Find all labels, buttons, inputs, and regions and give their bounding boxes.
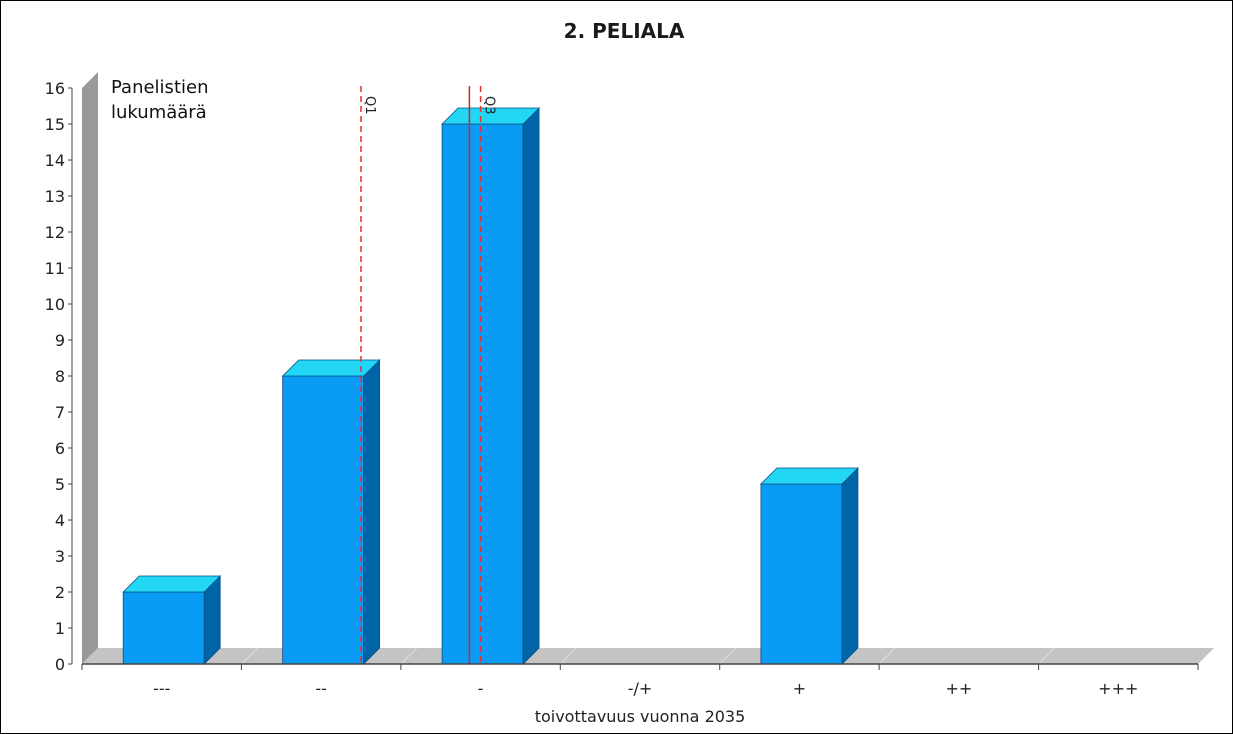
y-tick-label: 4 (55, 511, 65, 530)
y-tick-label: 3 (55, 547, 65, 566)
x-tick-label: -/+ (628, 679, 653, 698)
x-tick-label: --- (153, 679, 170, 698)
x-tick-label: - (478, 679, 484, 698)
bar-top (281, 359, 381, 377)
y-tick-label: 0 (55, 655, 65, 674)
y-tick-label: 15 (45, 115, 65, 134)
bar-top (122, 575, 222, 593)
y-tick-label: 16 (45, 79, 65, 98)
y-axis-label-line-1: Panelistien (111, 77, 208, 98)
floor-separator (400, 647, 418, 665)
x-axis: --- -- - -/+ + ++ +++ (81, 663, 1199, 698)
y-tick-label: 14 (45, 151, 65, 170)
floor-separator (559, 647, 577, 665)
y-tick-label: 8 (55, 367, 65, 386)
floor-separator (878, 647, 896, 665)
x-tick-label: ++ (945, 679, 972, 698)
y-tick-label: 10 (45, 295, 65, 314)
bar-top (441, 107, 541, 125)
bar-top (759, 467, 859, 485)
quartile-markers: Q1 Q3 (360, 86, 497, 664)
y-tick-label: 7 (55, 403, 65, 422)
x-axis-label: toivottavuus vuonna 2035 (535, 707, 746, 726)
bar-1 (281, 359, 381, 665)
chart-title: 2. PELIALA (564, 19, 685, 43)
bar-side (522, 107, 540, 665)
y-tick-label: 13 (45, 187, 65, 206)
marker-label-q1: Q1 (362, 96, 377, 115)
y-tick-label: 12 (45, 223, 65, 242)
bar-front (441, 123, 524, 665)
bar-front (282, 375, 365, 665)
y-tick-label: 11 (45, 259, 65, 278)
left-wall (82, 72, 98, 664)
y-tick-label: 5 (55, 475, 65, 494)
x-tick-label: + (793, 679, 806, 698)
y-tick-label: 6 (55, 439, 65, 458)
bar-side (363, 359, 381, 665)
bar-2 (441, 107, 541, 665)
y-tick-label: 9 (55, 331, 65, 350)
y-axis-label-line-2: lukumäärä (111, 102, 207, 123)
bar-front (122, 591, 205, 665)
floor-separator (719, 647, 737, 665)
y-tick-label: 2 (55, 583, 65, 602)
x-tick-label: +++ (1098, 679, 1138, 698)
chart-walls (82, 72, 1214, 665)
floor-separator (241, 647, 258, 665)
floor (82, 648, 1214, 664)
y-tick-label: 1 (55, 619, 65, 638)
floor-separator (1038, 647, 1055, 665)
x-tick-label: -- (315, 679, 327, 698)
bars (122, 107, 859, 665)
bar-side (841, 467, 859, 665)
bar-4 (759, 467, 859, 665)
bar-0 (122, 575, 222, 665)
bar-front (760, 483, 843, 665)
marker-label-q3: Q3 (482, 96, 497, 115)
